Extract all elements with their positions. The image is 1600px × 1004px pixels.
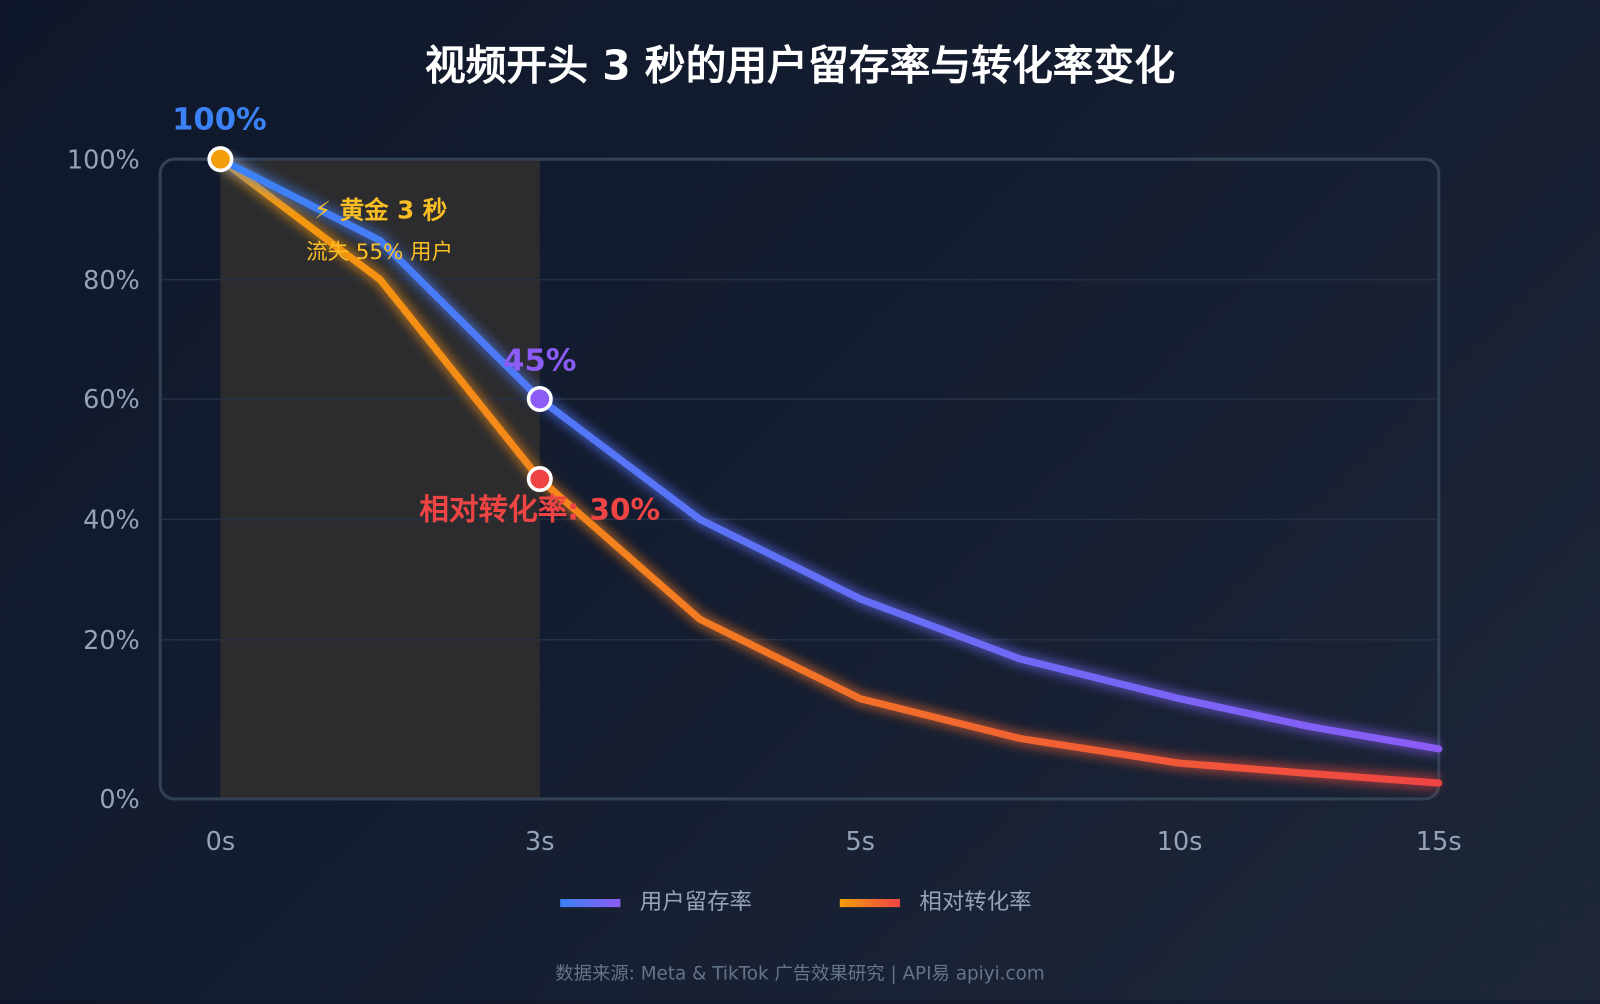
annotation-start-label: 100% — [172, 103, 267, 138]
y-tick-label: 0% — [99, 785, 139, 815]
legend: 用户留存率 相对转化率 — [560, 889, 1031, 915]
y-tick-label: 80% — [83, 266, 140, 296]
x-tick-label: 10s — [1157, 827, 1203, 857]
x-tick-label: 0s — [206, 827, 236, 857]
x-tick-label: 3s — [525, 827, 555, 857]
annotation-retention-label: 45% — [503, 343, 576, 378]
marker-retention-3s — [529, 388, 551, 410]
x-tick-label: 15s — [1416, 827, 1462, 857]
x-tick-label: 5s — [845, 827, 875, 857]
chart-title: 视频开头 3 秒的用户留存率与转化率变化 — [425, 42, 1175, 90]
y-tick-label: 60% — [83, 385, 140, 415]
marker-conversion-3s — [529, 468, 551, 490]
legend-swatch-conversion — [840, 899, 900, 907]
marker-start — [209, 148, 231, 170]
legend-swatch-retention — [560, 899, 620, 907]
y-tick-label: 40% — [83, 506, 140, 536]
legend-label-conversion: 相对转化率 — [919, 889, 1031, 915]
highlight-subtitle: 流失 55% 用户 — [306, 240, 453, 265]
y-tick-label: 100% — [67, 145, 140, 175]
source-note: 数据来源: Meta & TikTok 广告效果研究 | API易 apiyi.… — [555, 964, 1044, 985]
y-tick-label: 20% — [83, 626, 140, 656]
highlight-title: ⚡ 黄金 3 秒 — [314, 195, 447, 224]
legend-label-retention: 用户留存率 — [640, 889, 752, 915]
annotation-conversion-label: 相对转化率: 30% — [419, 492, 660, 526]
